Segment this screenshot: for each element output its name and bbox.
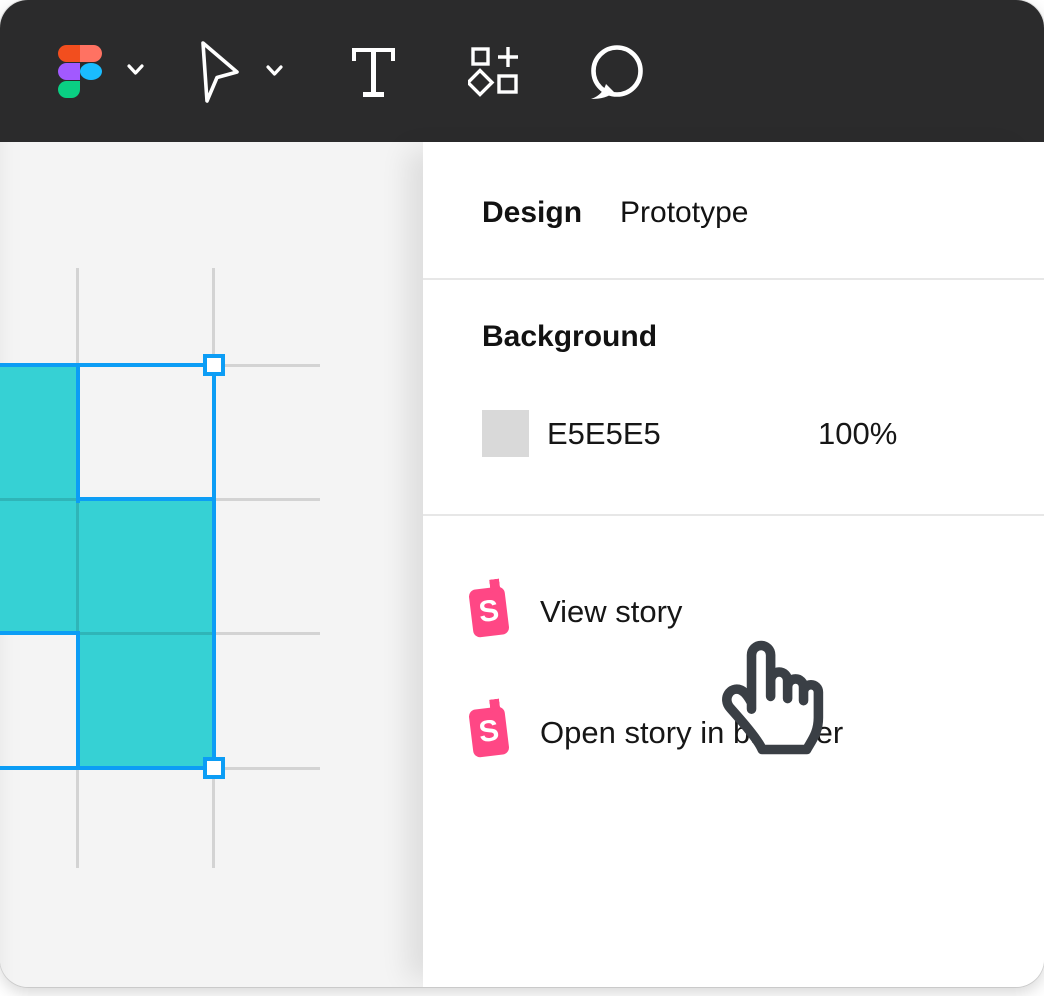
chevron-down-icon[interactable] — [266, 65, 283, 77]
figma-menu-button[interactable] — [58, 45, 102, 98]
selection-handle-top-right[interactable] — [203, 354, 225, 376]
figma-logo-icon — [58, 45, 102, 98]
selection-outline — [0, 631, 80, 635]
shape-cell[interactable] — [0, 365, 78, 499]
toolbar — [0, 0, 1044, 142]
panel-tabs: Design Prototype — [482, 196, 748, 230]
storybook-icon: S — [468, 705, 510, 759]
figma-logo-green — [58, 81, 80, 98]
storybook-letter: S — [476, 593, 501, 630]
selection-handle-bottom-right[interactable] — [203, 757, 225, 779]
figma-logo-red — [58, 45, 80, 62]
panel-divider — [423, 514, 1044, 516]
text-T-icon — [352, 48, 395, 97]
selection-outline — [212, 363, 216, 770]
view-story-label: View story — [540, 594, 683, 629]
selection-outline — [0, 363, 216, 367]
background-section-heading: Background — [482, 320, 658, 353]
storybook-letter: S — [476, 713, 501, 750]
tab-design[interactable]: Design — [482, 196, 583, 229]
background-opacity-value[interactable]: 100% — [818, 416, 898, 451]
shape-cell[interactable] — [78, 633, 214, 768]
panel-divider — [423, 278, 1044, 280]
selection-outline — [76, 363, 80, 503]
move-tool-button[interactable] — [197, 41, 241, 105]
properties-panel: Design Prototype Background E5E5E5 100% … — [423, 142, 1044, 987]
grid-line-vertical — [76, 268, 79, 868]
background-hex-value[interactable]: E5E5E5 — [547, 416, 661, 451]
selection-outline — [76, 631, 80, 770]
comment-tool-button[interactable] — [586, 45, 646, 101]
figma-logo-salmon — [80, 45, 102, 62]
figma-logo-purple — [58, 63, 80, 80]
background-color-swatch[interactable] — [482, 410, 529, 457]
components-tool-button[interactable] — [468, 47, 520, 97]
selection-outline — [76, 497, 216, 501]
figma-logo-blue — [80, 63, 102, 80]
storybook-icon: S — [468, 585, 510, 639]
speech-bubble-icon — [591, 45, 643, 99]
selection-outline — [0, 766, 216, 770]
hand-pointer-cursor — [722, 640, 824, 755]
canvas[interactable] — [0, 142, 423, 987]
cursor-arrow-icon — [201, 41, 239, 103]
shapes-plus-icon — [468, 47, 518, 97]
chevron-down-icon[interactable] — [127, 64, 144, 76]
text-tool-button[interactable] — [352, 48, 395, 97]
shape-cell[interactable] — [0, 499, 214, 633]
grid-line-horizontal — [0, 632, 320, 635]
tab-prototype[interactable]: Prototype — [620, 196, 749, 229]
